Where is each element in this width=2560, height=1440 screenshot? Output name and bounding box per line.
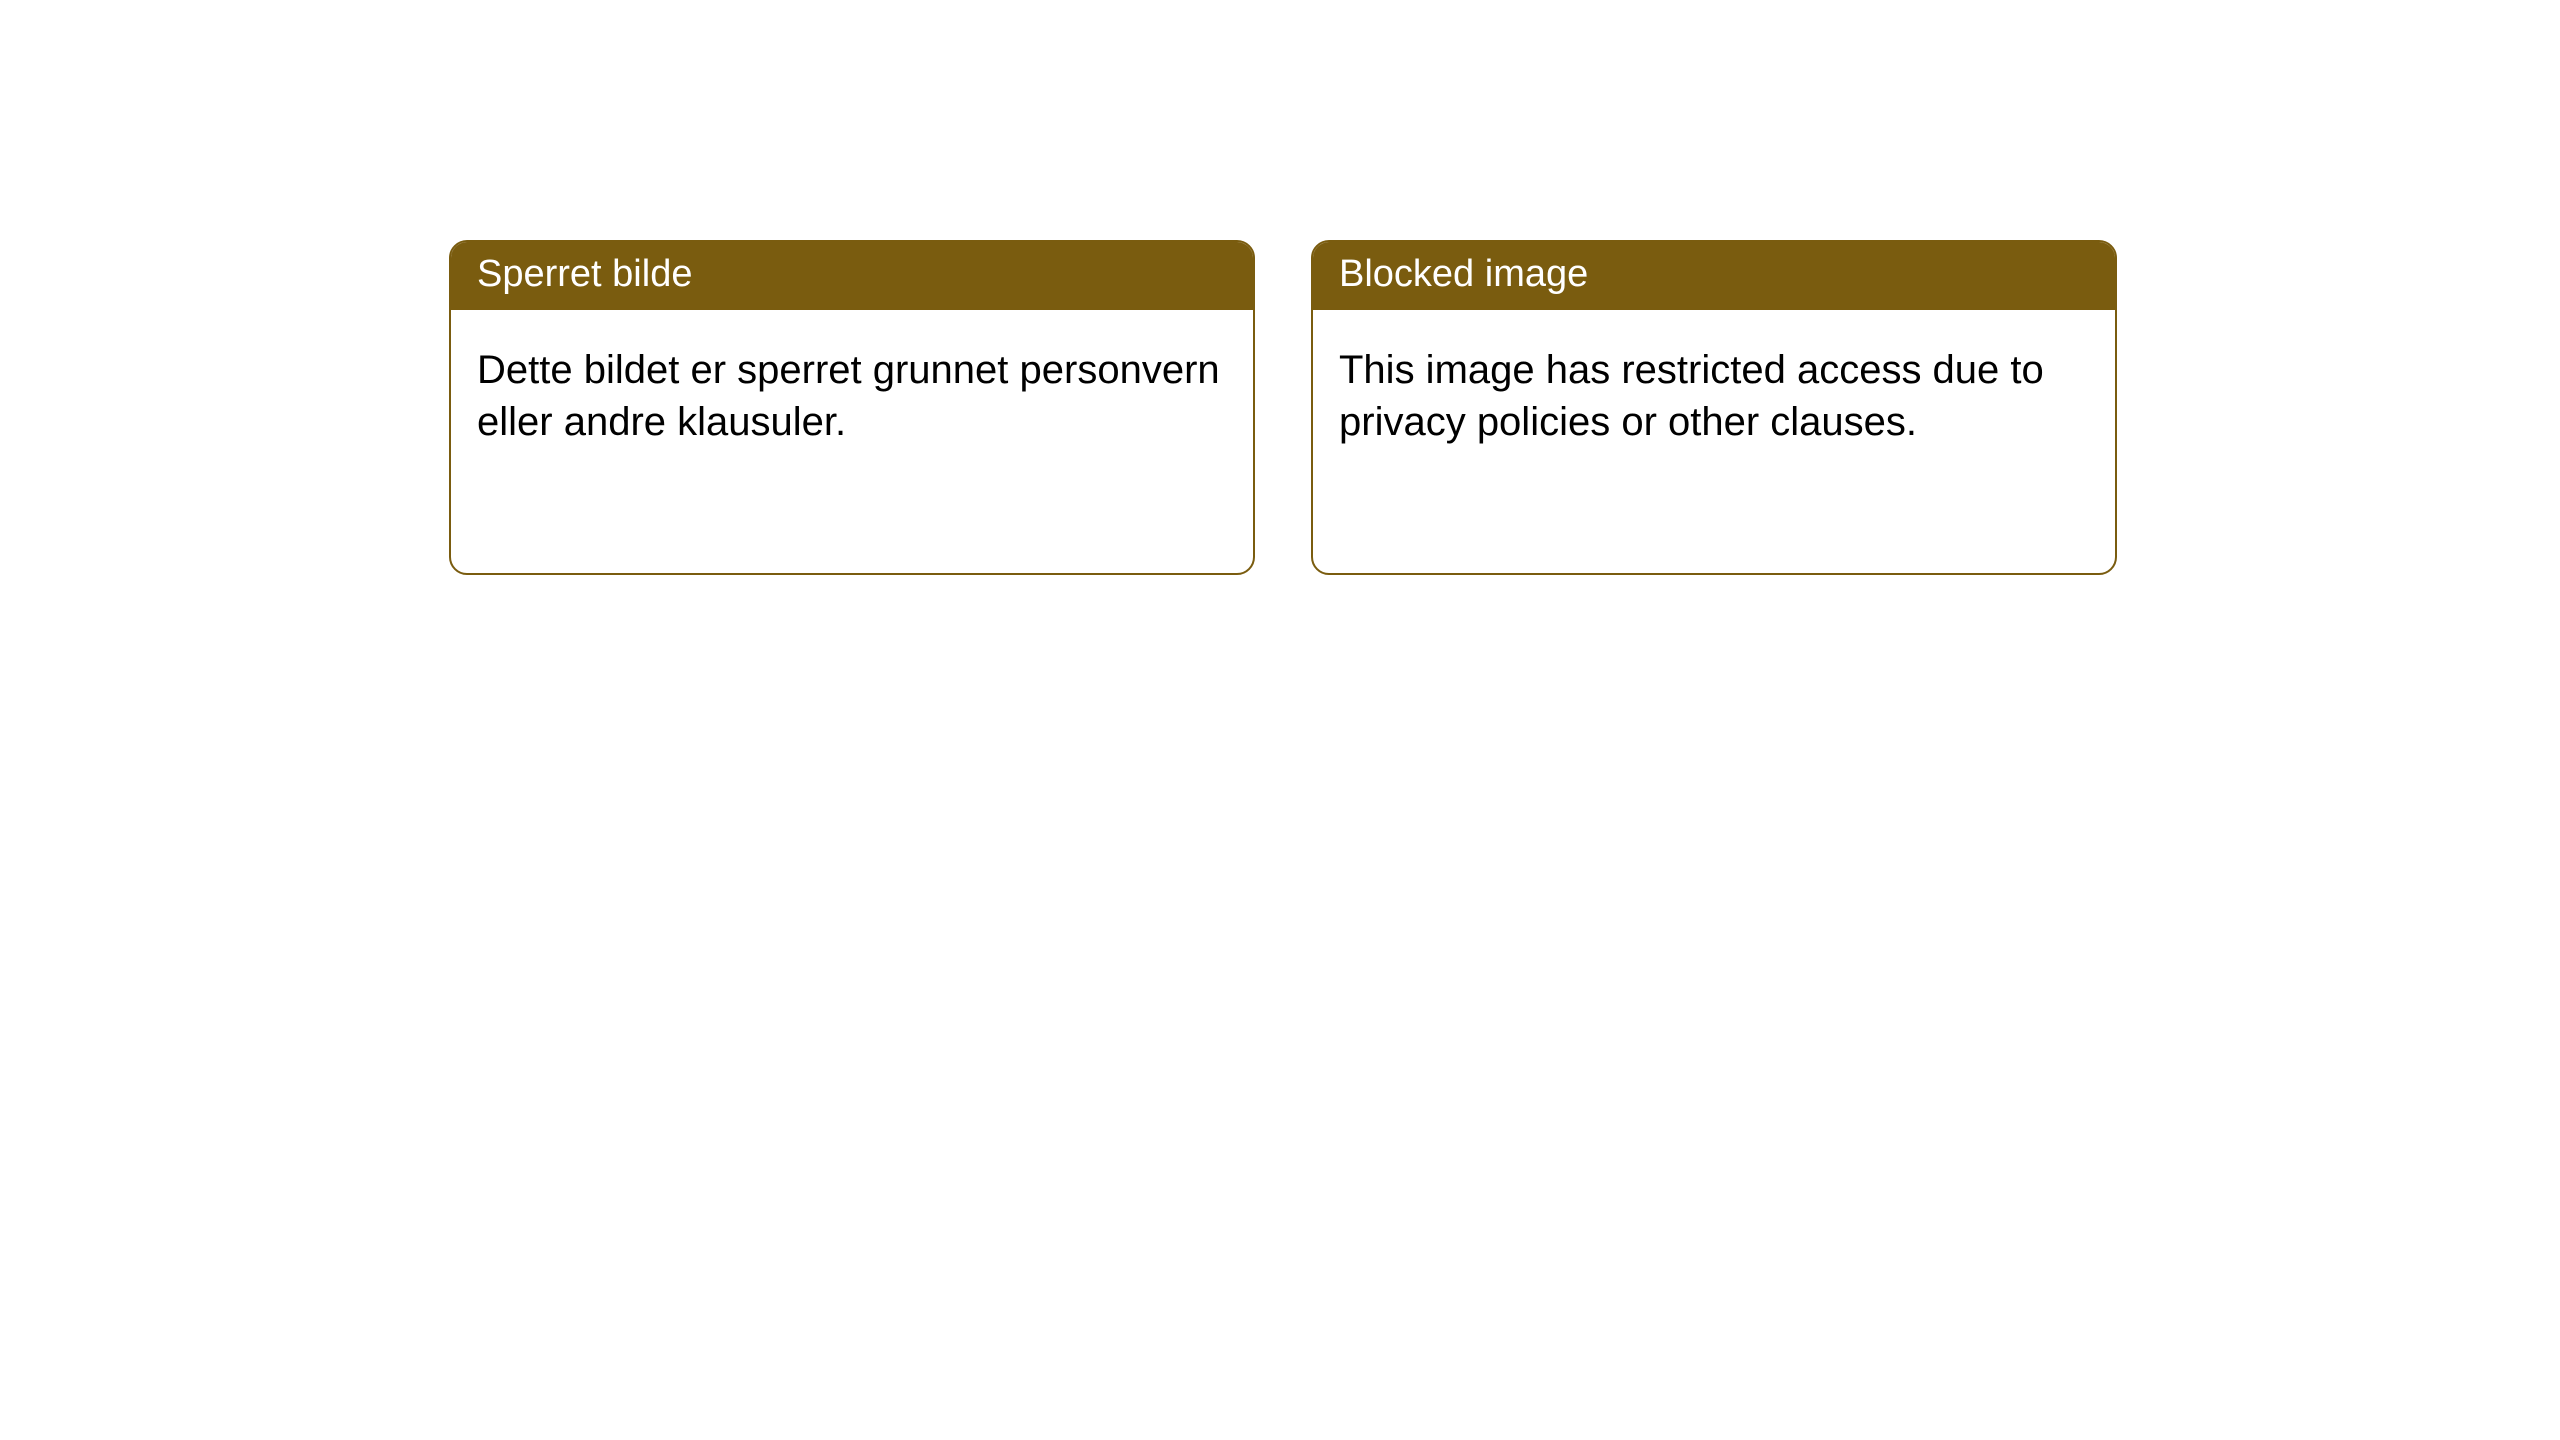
card-header: Blocked image: [1313, 242, 2115, 310]
card-body-text: Dette bildet er sperret grunnet personve…: [477, 348, 1220, 444]
notice-card-english: Blocked image This image has restricted …: [1311, 240, 2117, 575]
notice-container: Sperret bilde Dette bildet er sperret gr…: [0, 0, 2560, 575]
card-body-text: This image has restricted access due to …: [1339, 348, 2044, 444]
card-body: Dette bildet er sperret grunnet personve…: [451, 310, 1253, 482]
card-body: This image has restricted access due to …: [1313, 310, 2115, 482]
notice-card-norwegian: Sperret bilde Dette bildet er sperret gr…: [449, 240, 1255, 575]
card-header: Sperret bilde: [451, 242, 1253, 310]
card-title: Blocked image: [1339, 253, 1588, 295]
card-title: Sperret bilde: [477, 253, 692, 295]
